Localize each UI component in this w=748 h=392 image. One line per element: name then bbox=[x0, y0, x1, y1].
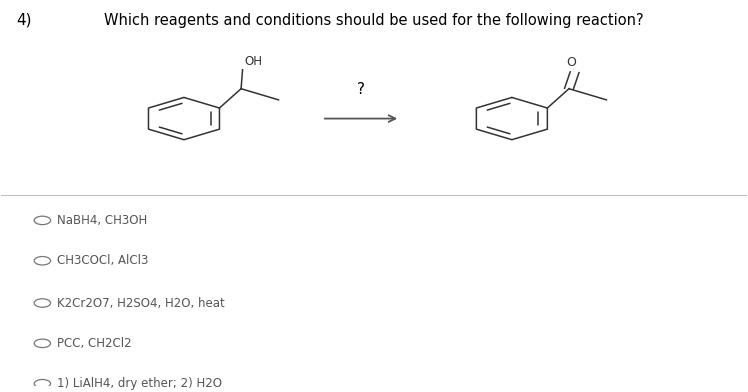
Text: ?: ? bbox=[357, 82, 364, 98]
Text: Which reagents and conditions should be used for the following reaction?: Which reagents and conditions should be … bbox=[104, 13, 644, 28]
Text: K2Cr2O7, H2SO4, H2O, heat: K2Cr2O7, H2SO4, H2O, heat bbox=[58, 296, 225, 310]
Text: PCC, CH2Cl2: PCC, CH2Cl2 bbox=[58, 337, 132, 350]
Text: OH: OH bbox=[244, 55, 262, 68]
Text: 1) LiAlH4, dry ether; 2) H2O: 1) LiAlH4, dry ether; 2) H2O bbox=[58, 377, 222, 390]
Text: O: O bbox=[566, 56, 576, 69]
Text: CH3COCl, AlCl3: CH3COCl, AlCl3 bbox=[58, 254, 149, 267]
Text: 4): 4) bbox=[16, 13, 32, 28]
Text: NaBH4, CH3OH: NaBH4, CH3OH bbox=[58, 214, 147, 227]
